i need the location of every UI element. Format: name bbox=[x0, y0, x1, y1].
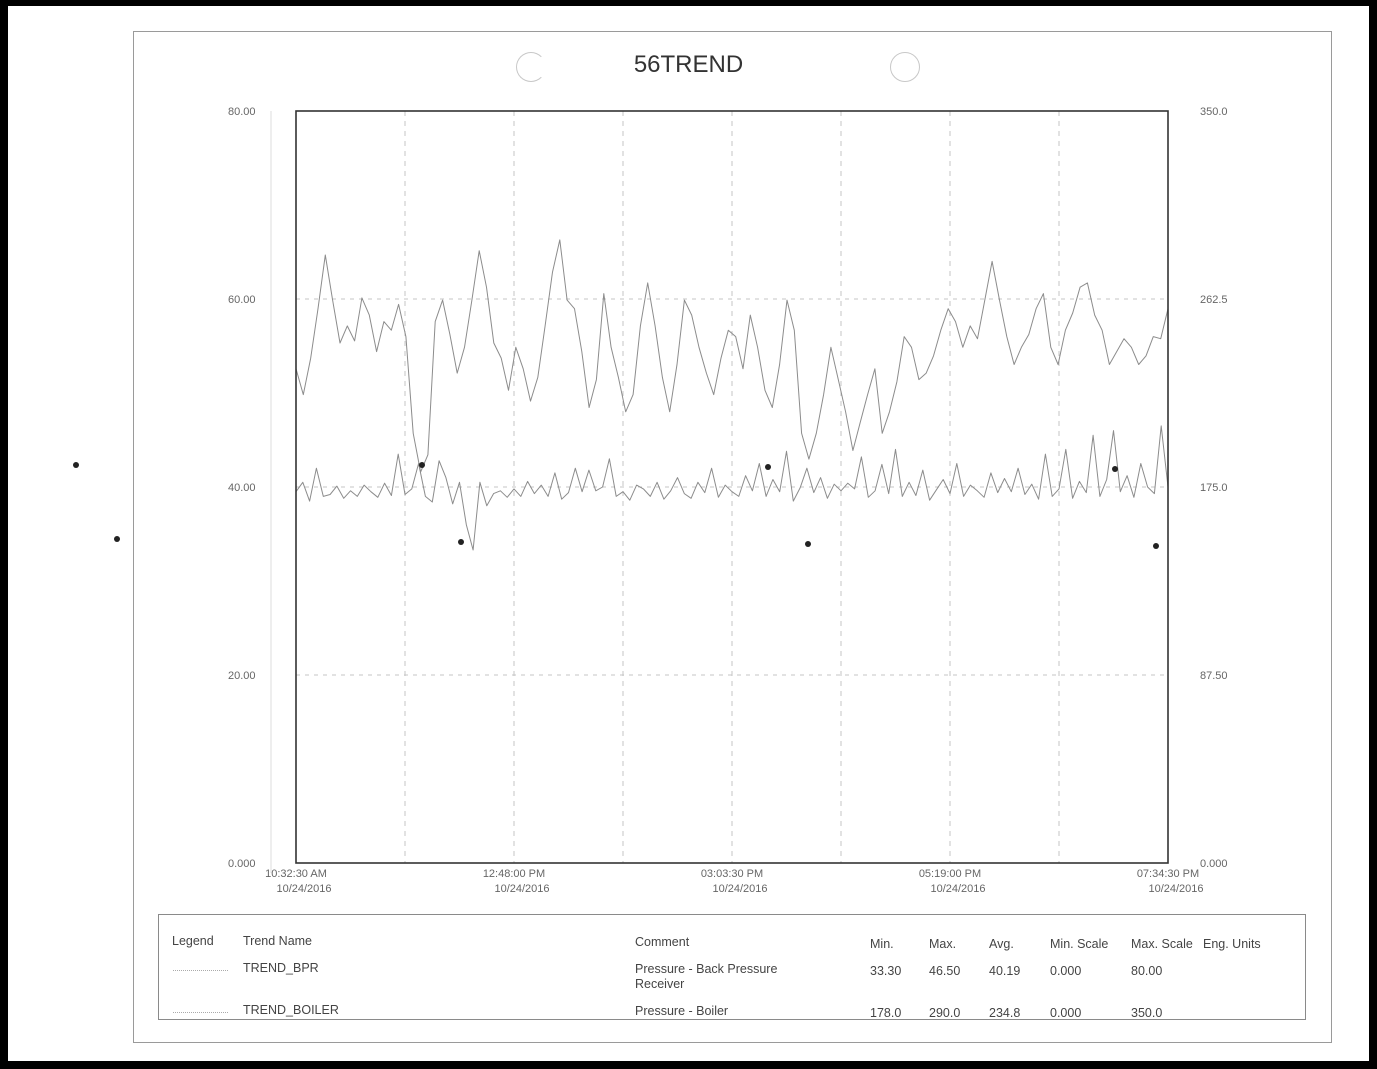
right-tick-label: 350.0 bbox=[1200, 106, 1228, 118]
grid-lines bbox=[270, 111, 1168, 873]
legend-row-boiler-max-scale: 350.0 bbox=[1131, 1006, 1163, 1020]
legend-row-bpr-max-scale: 80.00 bbox=[1131, 964, 1163, 978]
legend-swatch-boiler bbox=[173, 1012, 228, 1013]
legend-header-eng-units: Eng. Units bbox=[1203, 937, 1261, 951]
legend-row-boiler-avg: 234.8 bbox=[989, 1006, 1021, 1020]
legend-row-bpr-name: TREND_BPR bbox=[243, 961, 319, 975]
date-tick-label: 10/24/2016 bbox=[712, 883, 767, 895]
printed-page: 56TREND 80.00 60.00 40.00 20.00 0.000 350.0 2… bbox=[8, 6, 1369, 1061]
legend-row-bpr-avg: 40.19 bbox=[989, 964, 1021, 978]
scan-speck bbox=[114, 536, 120, 542]
scan-speck bbox=[458, 539, 464, 545]
series-line-trend-boiler bbox=[295, 239, 1169, 473]
time-tick-label: 03:03:30 PM bbox=[701, 868, 763, 880]
legend-table: Legend Trend Name Comment Min. Max. Avg.… bbox=[158, 914, 1306, 1020]
scan-speck bbox=[805, 541, 811, 547]
legend-row-bpr-min-scale: 0.000 bbox=[1050, 964, 1082, 978]
left-tick-label: 0.000 bbox=[228, 858, 256, 870]
right-tick-label: 175.0 bbox=[1200, 482, 1228, 494]
legend-header-min-scale: Min. Scale bbox=[1050, 937, 1109, 951]
trend-chart: 80.00 60.00 40.00 20.00 0.000 350.0 262.5 175.… bbox=[228, 106, 1228, 895]
legend-row-boiler-comment: Pressure - Boiler bbox=[635, 1004, 729, 1018]
date-tick-label: 10/24/2016 bbox=[494, 883, 549, 895]
legend-header-comment: Comment bbox=[635, 935, 690, 949]
legend-header-max-scale: Max. Scale bbox=[1131, 937, 1193, 951]
left-tick-label: 20.00 bbox=[228, 670, 256, 682]
punch-hole-right bbox=[890, 52, 920, 82]
left-tick-label: 60.00 bbox=[228, 294, 256, 306]
time-axis-ticks: 10:32:30 AM 10/24/2016 12:48:00 PM 10/24/20… bbox=[265, 868, 1203, 895]
time-tick-label: 12:48:00 PM bbox=[483, 868, 545, 880]
legend-header-trend-name: Trend Name bbox=[243, 934, 313, 948]
scan-speck bbox=[1153, 543, 1159, 549]
right-tick-label: 262.5 bbox=[1200, 294, 1228, 306]
series-lines bbox=[295, 239, 1169, 551]
scan-speck bbox=[765, 464, 771, 470]
right-tick-label: 87.50 bbox=[1200, 670, 1228, 682]
legend-row-bpr-min: 33.30 bbox=[870, 964, 902, 978]
legend-row-boiler-min: 178.0 bbox=[870, 1006, 902, 1020]
legend-row-boiler-min-scale: 0.000 bbox=[1050, 1006, 1082, 1020]
date-tick-label: 10/24/2016 bbox=[1148, 883, 1203, 895]
legend-row-boiler-max: 290.0 bbox=[929, 1006, 961, 1020]
legend-row-bpr-comment: Pressure - Back Pressure Receiver bbox=[635, 962, 778, 991]
legend-header-min: Min. bbox=[870, 937, 894, 951]
right-axis-ticks: 350.0 262.5 175.0 87.50 0.000 bbox=[1200, 106, 1228, 870]
legend-header-max: Max. bbox=[929, 937, 957, 951]
time-tick-label: 05:19:00 PM bbox=[919, 868, 981, 880]
right-tick-label: 0.000 bbox=[1200, 858, 1228, 870]
legend-header-legend: Legend bbox=[172, 934, 214, 948]
legend-swatch-bpr bbox=[173, 970, 228, 971]
legend-header-avg: Avg. bbox=[989, 937, 1014, 951]
time-tick-label: 10:32:30 AM bbox=[265, 868, 327, 880]
punch-hole-left bbox=[516, 52, 546, 82]
scan-speck bbox=[73, 462, 79, 468]
left-tick-label: 40.00 bbox=[228, 482, 256, 494]
date-tick-label: 10/24/2016 bbox=[930, 883, 985, 895]
plot-border bbox=[295, 110, 1169, 864]
scan-speck bbox=[419, 462, 425, 468]
left-tick-label: 80.00 bbox=[228, 106, 256, 118]
series-line-trend-bpr bbox=[295, 425, 1169, 551]
legend-row-bpr-max: 46.50 bbox=[929, 964, 961, 978]
time-tick-label: 07:34:30 PM bbox=[1137, 868, 1199, 880]
date-tick-label: 10/24/2016 bbox=[276, 883, 331, 895]
legend-row-boiler-name: TREND_BOILER bbox=[243, 1003, 339, 1017]
scan-speck bbox=[1112, 466, 1118, 472]
left-axis-ticks: 80.00 60.00 40.00 20.00 0.000 bbox=[228, 106, 256, 870]
page-frame bbox=[133, 31, 1332, 1043]
chart-title: 56TREND bbox=[633, 51, 744, 78]
